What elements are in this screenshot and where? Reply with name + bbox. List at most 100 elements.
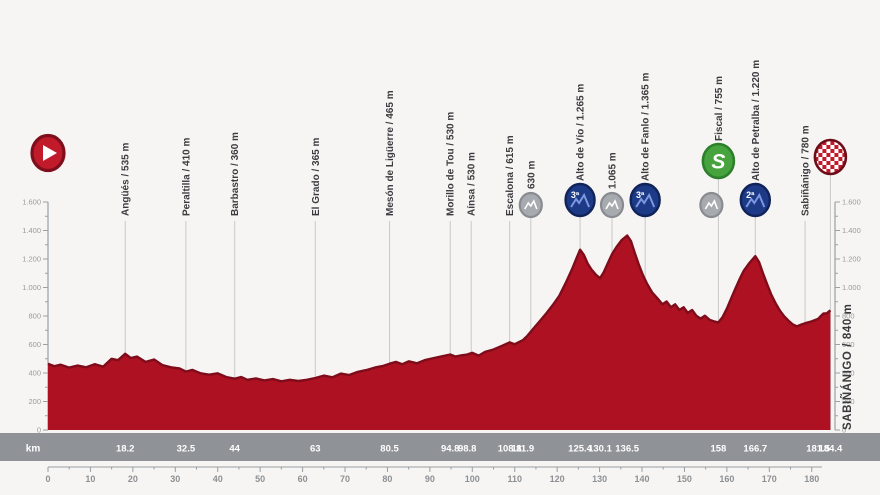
- ruler-tick-label: 10: [85, 474, 95, 484]
- waypoint-label: El Grado / 365 m: [311, 138, 322, 216]
- climb-category-icon: 2ª: [739, 182, 771, 218]
- waypoint-label: Mesón de Ligüerre / 465 m: [385, 90, 396, 216]
- axis-tick-label: 400: [842, 369, 855, 378]
- axis-tick-label: 600: [28, 340, 41, 349]
- minor-summit-icon: [699, 191, 724, 219]
- axis-tick-label: 1.400: [22, 226, 41, 235]
- axis-tick-label: 600: [842, 340, 855, 349]
- ruler-tick-label: 130: [592, 474, 607, 484]
- minor-summit-icon: [599, 191, 625, 219]
- axis-tick-label: 1.600: [842, 198, 861, 207]
- km-marker: 80.5: [380, 444, 399, 455]
- km-marker: 181.5: [806, 444, 830, 455]
- ruler-tick-label: 110: [507, 474, 522, 484]
- km-marker: 136.5: [615, 444, 639, 455]
- ruler-tick-label: 180: [804, 474, 819, 484]
- mountain-glyph: [745, 192, 766, 208]
- axis-tick-label: 0: [842, 426, 846, 435]
- mountain-glyph: [570, 192, 590, 208]
- ruler-tick-label: 30: [170, 474, 180, 484]
- start-location-label: HUESCA / 465 m: [0, 220, 7, 430]
- climb-category-label: 2ª: [746, 190, 755, 200]
- axis-tick-label: 400: [28, 369, 41, 378]
- axis-tick-label: 1.200: [842, 255, 861, 264]
- waypoint-label: Alto de Petralba / 1.220 m: [751, 60, 762, 181]
- ruler-tick-label: 160: [719, 474, 734, 484]
- climb-category-label: 3ª: [636, 190, 645, 200]
- waypoint-label: Escalona / 615 m: [505, 135, 516, 216]
- waypoint-icons: 3ª 3ª S 2ª: [30, 133, 848, 219]
- km-marker: 130.1: [588, 444, 612, 455]
- mountain-glyph: [605, 199, 619, 210]
- sprint-letter: S: [711, 151, 725, 174]
- profile-outline: [47, 234, 832, 383]
- km-marker: 108.8: [498, 444, 522, 455]
- mountain-glyph: [524, 199, 538, 210]
- ruler-tick-label: 120: [550, 474, 565, 484]
- waypoint-label: 1.065 m: [608, 152, 619, 189]
- start-icon: [30, 133, 66, 173]
- finish-icon: [813, 138, 848, 176]
- km-marker: 44: [229, 444, 240, 455]
- ruler-tick-label: 60: [298, 474, 308, 484]
- waypoint-label: Peraltilla / 410 m: [181, 138, 192, 216]
- ruler-tick-label: 80: [382, 474, 392, 484]
- climb-category-icon: 3ª: [629, 182, 661, 218]
- km-marker: 158: [710, 444, 726, 455]
- ruler-tick-label: 150: [677, 474, 692, 484]
- ruler-tick-label: 170: [762, 474, 777, 484]
- axis-tick-label: 800: [842, 312, 855, 321]
- ruler-tick-label: 40: [213, 474, 223, 484]
- ruler-tick-label: 50: [255, 474, 265, 484]
- waypoint-label: Barbastro / 360 m: [230, 132, 241, 216]
- ruler-tick-label: 70: [340, 474, 350, 484]
- axis-tick-label: 800: [28, 312, 41, 321]
- play-glyph: [43, 145, 57, 161]
- climb-category-icon: 3ª: [564, 182, 596, 218]
- km-unit-label: km: [26, 444, 41, 455]
- km-marker: 98.8: [458, 444, 477, 455]
- km-marker: 111.9: [511, 444, 534, 455]
- minor-summit-icon: [518, 191, 543, 219]
- km-bar-bg: [0, 433, 880, 461]
- ruler-tick-label: 90: [425, 474, 435, 484]
- climb-category-label: 3ª: [571, 190, 580, 200]
- km-marker: 32.5: [177, 444, 196, 455]
- waypoint-label: Alto de Vío / 1.265 m: [576, 84, 587, 181]
- finish-checker-circle: [813, 138, 848, 176]
- waypoint-label: Fiscal / 755 m: [714, 76, 725, 141]
- axis-tick-label: 200: [28, 397, 41, 406]
- finish-location-label: SABIÑÁNIGO / 840 m: [842, 303, 854, 430]
- distance-ruler: 0 10 20 30 40 50 60 70 80 90 100 110 120 130 140 150 160…: [45, 466, 822, 484]
- axis-tick-label: 200: [842, 397, 855, 406]
- profile-area: [48, 235, 831, 430]
- elevation-profile: [47, 234, 832, 430]
- waypoint-label: Alto de Fanlo / 1.365 m: [641, 73, 652, 181]
- ruler-tick-label: 0: [45, 474, 50, 484]
- waypoint-label: Aínsa / 530 m: [467, 152, 478, 216]
- waypoint-label: 630 m: [526, 161, 537, 189]
- km-marker: 125.4: [568, 444, 592, 455]
- km-marker: 184.4: [819, 444, 843, 455]
- axis-tick-label: 1.200: [22, 255, 41, 264]
- ruler-tick-label: 100: [465, 474, 480, 484]
- ruler-tick-label: 140: [634, 474, 649, 484]
- elevation-axes: 0 200 400 600 800 1.000 1.200 1.400 1.600 0 200 400…: [22, 198, 861, 435]
- km-marker: 18.2: [116, 444, 135, 455]
- sprint-icon: S: [701, 142, 736, 180]
- mountain-glyph: [704, 199, 719, 210]
- waypoint-label: Sabiñánigo / 780 m: [801, 125, 812, 216]
- km-marker: 94.8: [441, 444, 460, 455]
- axis-tick-label: 1.000: [842, 283, 861, 292]
- axis-tick-label: 1.400: [842, 226, 861, 235]
- km-marker: 63: [310, 444, 321, 455]
- waypoint-label: Angüés / 535 m: [121, 143, 132, 216]
- axis-tick-label: 1.600: [22, 198, 41, 207]
- waypoint-label: Morillo de Tou / 530 m: [446, 112, 457, 216]
- km-marker: 166.7: [743, 444, 767, 455]
- ruler-tick-label: 20: [128, 474, 138, 484]
- mountain-glyph: [635, 192, 656, 208]
